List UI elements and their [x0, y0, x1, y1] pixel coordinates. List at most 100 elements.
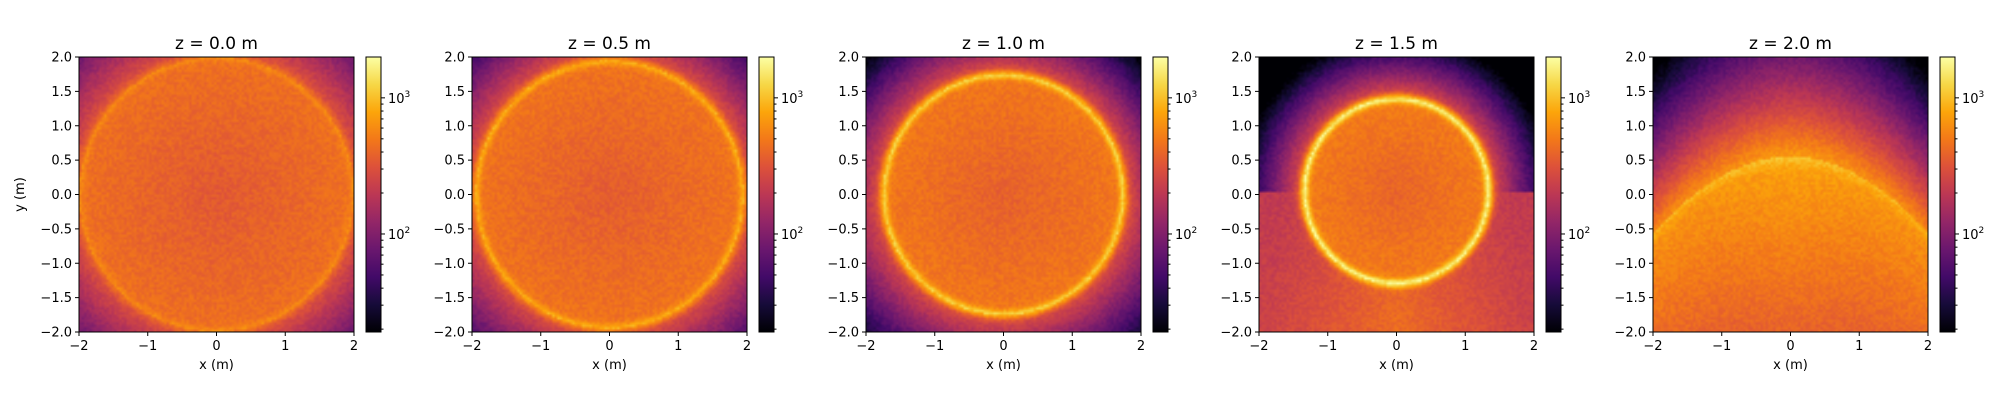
y-tick-label: 0.0	[1231, 188, 1252, 203]
y-tick-label: −2.0	[1220, 326, 1252, 341]
y-tick-label: −1.0	[1220, 257, 1252, 272]
heatmap-image	[866, 57, 1141, 332]
y-tick-label: 1.0	[51, 119, 72, 134]
x-tick-label: 2	[1530, 339, 1538, 354]
x-tick-label: 1	[281, 339, 289, 354]
y-tick-label: 2.0	[1231, 51, 1252, 66]
x-tick-label: −1	[1318, 339, 1337, 354]
x-tick-label: 2	[1924, 339, 1932, 354]
x-tick-label: −1	[1712, 339, 1731, 354]
y-tick-label: 2.0	[444, 51, 465, 66]
colorbar-tick-label: 103	[1175, 90, 1197, 107]
y-tick-label: −1.5	[827, 291, 859, 306]
y-tick-label: −1.5	[40, 291, 72, 306]
x-tick-label: 2	[1137, 339, 1145, 354]
x-tick-label: 0	[999, 339, 1007, 354]
colorbar-tick-label: 103	[388, 90, 410, 107]
y-tick-label: −1.0	[433, 257, 465, 272]
x-axis-label: x (m)	[592, 358, 627, 373]
colorbar	[1545, 56, 1562, 333]
colorbar-tick-label: 103	[1568, 90, 1590, 107]
x-tick-label: −1	[925, 339, 944, 354]
y-tick-label: −1.0	[1614, 257, 1646, 272]
colorbar-tick-label: 102	[1962, 226, 1984, 243]
colorbar-tick-label: 102	[1568, 226, 1590, 243]
heatmap-image	[472, 57, 747, 332]
y-tick-label: −0.5	[40, 222, 72, 237]
y-tick-label: 0.0	[1625, 188, 1646, 203]
y-tick-label: 0.5	[838, 154, 859, 169]
y-tick-label: 1.0	[838, 119, 859, 134]
y-tick-label: −1.5	[1220, 291, 1252, 306]
y-tick-label: −2.0	[1614, 326, 1646, 341]
plot-title: z = 2.0 m	[1749, 34, 1832, 54]
subplot-2: z = 1.0 m −2 −1 0 1 2 −2.0 −1.5 −1.0 −0.5 0.0 0.5 1.…	[827, 34, 1197, 373]
y-tick-label: −1.0	[40, 257, 72, 272]
y-tick-label: −2.0	[40, 326, 72, 341]
y-tick-label: 0.0	[444, 188, 465, 203]
y-tick-label: 1.5	[1231, 85, 1252, 100]
heatmap-image	[1259, 57, 1534, 332]
plot-title: z = 1.0 m	[962, 34, 1045, 54]
y-tick-label: −0.5	[433, 222, 465, 237]
x-tick-label: 1	[674, 339, 682, 354]
y-tick-label: 2.0	[51, 51, 72, 66]
y-tick-label: −0.5	[827, 222, 859, 237]
y-tick-label: 1.5	[1625, 85, 1646, 100]
y-tick-label: −1.5	[433, 291, 465, 306]
y-tick-label: 0.5	[51, 154, 72, 169]
x-tick-label: −1	[531, 339, 550, 354]
y-tick-label: 1.5	[444, 85, 465, 100]
heatmap-image	[79, 57, 354, 332]
x-axis-label: x (m)	[986, 358, 1021, 373]
subplot-3: z = 1.5 m −2 −1 0 1 2 −2.0 −1.5 −1.0 −0.5 0.0 0.5 1.…	[1220, 34, 1590, 373]
y-tick-label: −1.0	[827, 257, 859, 272]
colorbar	[365, 56, 382, 333]
colorbar-tick-label: 102	[1175, 226, 1197, 243]
y-tick-label: 2.0	[1625, 51, 1646, 66]
x-axis-label: x (m)	[1379, 358, 1414, 373]
y-tick-label: −2.0	[433, 326, 465, 341]
colorbar	[1152, 56, 1169, 333]
subplot-1: z = 0.5 m −2 −1 0 1 2 −2.0 −1.5 −1.0 −0.5 0.0 0.5 1.…	[433, 34, 803, 373]
x-tick-label: 0	[605, 339, 613, 354]
colorbar	[758, 56, 775, 333]
x-tick-label: 1	[1461, 339, 1469, 354]
x-tick-label: 1	[1855, 339, 1863, 354]
x-tick-label: 2	[350, 339, 358, 354]
x-tick-label: −2	[69, 339, 88, 354]
x-tick-label: 0	[1786, 339, 1794, 354]
x-tick-label: 1	[1068, 339, 1076, 354]
y-tick-label: −1.5	[1614, 291, 1646, 306]
y-tick-label: 0.5	[1625, 154, 1646, 169]
colorbar-tick-label: 102	[388, 226, 410, 243]
x-tick-label: −1	[138, 339, 157, 354]
x-tick-label: −2	[1643, 339, 1662, 354]
colorbar-tick-label: 103	[781, 90, 803, 107]
x-tick-label: −2	[856, 339, 875, 354]
y-axis-label: y (m)	[13, 177, 28, 212]
plot-title: z = 1.5 m	[1355, 34, 1438, 54]
y-tick-label: 1.0	[1231, 119, 1252, 134]
plot-title: z = 0.5 m	[568, 34, 651, 54]
y-tick-label: 0.0	[51, 188, 72, 203]
colorbar	[1939, 56, 1956, 333]
y-tick-label: 0.5	[444, 154, 465, 169]
y-tick-label: −0.5	[1220, 222, 1252, 237]
plot-title: z = 0.0 m	[175, 34, 258, 54]
y-tick-label: 0.0	[838, 188, 859, 203]
y-tick-label: 0.5	[1231, 154, 1252, 169]
y-tick-label: −2.0	[827, 326, 859, 341]
x-axis-label: x (m)	[199, 358, 234, 373]
y-tick-label: 2.0	[838, 51, 859, 66]
x-tick-label: −2	[462, 339, 481, 354]
x-tick-label: −2	[1249, 339, 1268, 354]
colorbar-tick-label: 103	[1962, 90, 1984, 107]
y-tick-label: −0.5	[1614, 222, 1646, 237]
x-tick-label: 2	[743, 339, 751, 354]
y-tick-label: 1.0	[444, 119, 465, 134]
x-tick-label: 0	[1392, 339, 1400, 354]
y-tick-label: 1.5	[838, 85, 859, 100]
x-tick-label: 0	[212, 339, 220, 354]
